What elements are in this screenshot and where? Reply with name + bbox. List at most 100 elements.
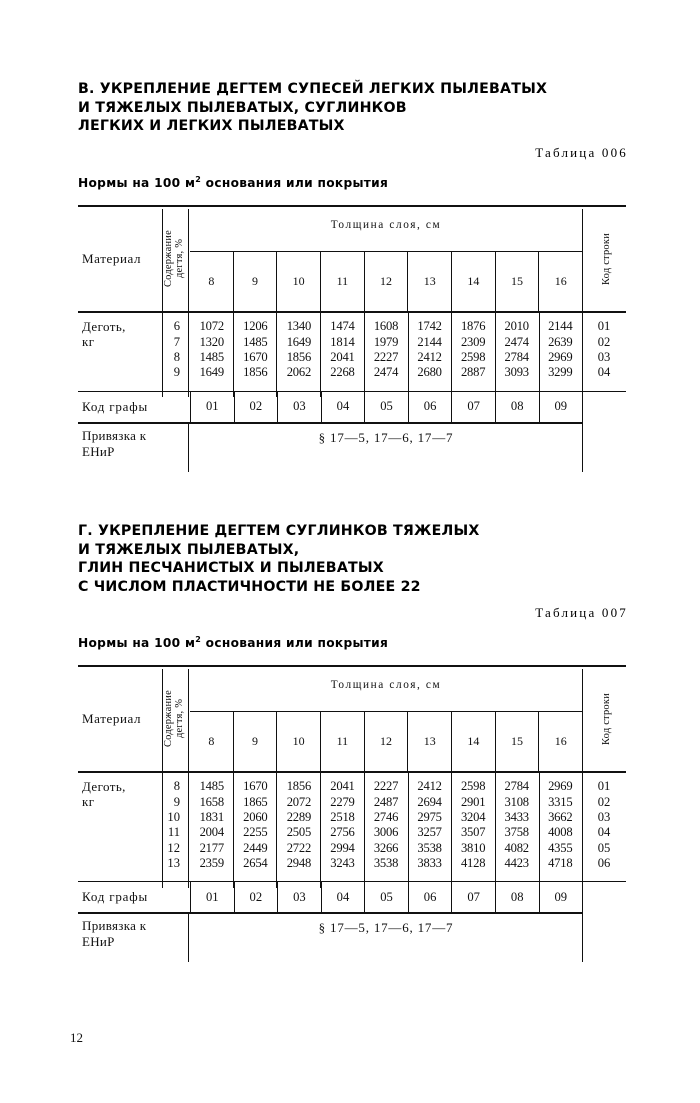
cell-value: 2474	[373, 365, 399, 380]
column-code: 06	[407, 882, 452, 913]
table-row: кг 7 1320 1485 1649 1814 1979 2144 2309 …	[78, 334, 626, 349]
header-thickness-title: Толщина слоя, см	[330, 219, 442, 231]
enir-link-label: Привязка к ЕНиР	[82, 427, 147, 459]
cell-values: 1658 1865 2072 2279 2487 2694 2901 3108 …	[190, 795, 582, 810]
table-body-bottom-rule	[78, 881, 626, 883]
header-tick: 10	[276, 712, 320, 771]
header-tick: 14	[451, 712, 495, 771]
cell-value: 2177	[199, 840, 225, 855]
cell-value: 3433	[504, 809, 530, 824]
cell-rowcode: 04	[597, 365, 611, 380]
cell-value: 2004	[199, 825, 225, 840]
table-top-rule	[78, 205, 626, 207]
cell-value: 2784	[504, 779, 530, 794]
header-vline-1	[162, 209, 163, 311]
header-tick: 8	[208, 734, 215, 748]
cell-value: 1876	[460, 319, 486, 334]
section-heading-v: В. УКРЕПЛЕНИЕ ДЕГТЕМ СУПЕСЕЙ ЛЕГКИХ ПЫЛЕ…	[78, 81, 548, 134]
cell-value: 2722	[286, 840, 312, 855]
enir-link-row: Привязка к ЕНиР § 17—5, 17—6, 17—7	[78, 421, 626, 474]
cell-value: 2474	[504, 334, 530, 349]
cell-rowcode: 03	[597, 349, 611, 364]
cell-material: Деготь,	[82, 318, 126, 334]
norms-text-b: основания или покрытия	[201, 636, 389, 651]
cell-value: 1485	[243, 334, 268, 349]
cell-values: 2004 2255 2505 2756 3006 3257 3507 3758 …	[190, 825, 582, 840]
enir-vline-right	[582, 912, 583, 963]
column-code: 08	[494, 882, 539, 913]
enir-vline-left	[188, 912, 189, 963]
header-content-percent: Содержание дегтя, %	[163, 690, 185, 748]
header-tick: 8	[208, 274, 215, 288]
column-code-cells: 01 02 03 04 05 06 07 08 09	[190, 391, 582, 422]
column-code: 01	[190, 391, 234, 422]
cell-value: 2654	[243, 856, 268, 871]
column-code: 08	[494, 391, 539, 422]
column-code: 03	[277, 391, 321, 422]
cell-value: 2072	[286, 794, 312, 809]
cell-value: 3538	[373, 856, 399, 871]
page-number: 12	[70, 1030, 83, 1045]
header-vline-2	[188, 209, 189, 311]
norms-line-2: Нормы на 100 м2 основания или покрытия	[78, 635, 388, 650]
coderow-bottom-rule	[78, 421, 582, 424]
cell-value: 3257	[417, 825, 442, 840]
header-thickness-group: Толщина слоя, см 8 9 10 11 12 13 14 15 1…	[190, 207, 582, 311]
cell-value: 3093	[504, 365, 530, 380]
header-material: Материал	[82, 251, 142, 266]
cell-value: 2969	[548, 349, 573, 364]
header-tick: 12	[363, 252, 408, 311]
header-tick: 14	[451, 252, 495, 311]
cell-value: 2041	[330, 349, 355, 364]
cell-values: 2359 2654 2948 3243 3538 3833 4128 4423 …	[190, 856, 582, 871]
cell-value: 2255	[243, 825, 268, 840]
cell-rowcode: 02	[597, 334, 611, 349]
cell-content: 13	[167, 856, 180, 871]
cell-value: 2449	[243, 840, 268, 855]
header-tick: 15	[494, 252, 539, 311]
cell-value: 2309	[460, 334, 486, 349]
header-thickness-title: Толщина слоя, см	[330, 679, 442, 691]
cell-value: 1979	[373, 334, 399, 349]
cell-rowcode: 01	[597, 779, 611, 794]
cell-value: 2359	[199, 856, 225, 871]
cell-value: 1608	[373, 319, 399, 334]
cell-value: 2680	[417, 365, 442, 380]
cell-value: 2227	[373, 349, 399, 364]
cell-rowcode: 01	[597, 319, 611, 334]
cell-value: 2062	[286, 365, 312, 380]
cell-value: 2639	[548, 334, 573, 349]
column-code: 02	[233, 882, 278, 913]
table-row: Деготь, 8 1485 1670 1856 2041 2227 2412 …	[78, 779, 626, 794]
header-tick: 13	[407, 712, 451, 771]
cell-material: Деготь,	[82, 778, 126, 794]
cell-value: 1485	[199, 779, 225, 794]
cell-value: 3243	[330, 856, 355, 871]
cell-value: 1072	[199, 319, 225, 334]
cell-value: 3662	[548, 809, 573, 824]
cell-value: 3204	[460, 809, 486, 824]
cell-value: 3299	[548, 365, 573, 380]
enir-link-row: Привязка к ЕНиР § 17—5, 17—6, 17—7	[78, 912, 626, 964]
norms-text-b: основания или покрытия	[201, 176, 389, 191]
cell-value: 2412	[417, 779, 442, 794]
cell-value: 2505	[286, 825, 312, 840]
cell-values: 1072 1206 1340 1474 1608 1742 1876 2010 …	[190, 319, 582, 334]
header-material: Материал	[82, 711, 142, 726]
norms-superscript-a: 2	[195, 635, 202, 644]
table-caption-006: Таблица 006	[535, 145, 628, 160]
cell-value: 3006	[373, 825, 399, 840]
cell-value: 3266	[373, 840, 399, 855]
cell-value: 1742	[417, 319, 442, 334]
cell-rowcode: 03	[597, 809, 611, 824]
cell-value: 1670	[243, 349, 268, 364]
cell-value: 1649	[199, 365, 225, 380]
header-content-percent: Содержание дегтя, %	[163, 230, 185, 288]
header-tick: 9	[232, 252, 277, 311]
header-tick: 12	[363, 712, 408, 771]
cell-content: 11	[167, 825, 180, 840]
table-row: 8 1485 1670 1856 2041 2227 2412 2598 278…	[78, 350, 626, 365]
cell-value: 1831	[199, 809, 225, 824]
cell-value: 4718	[548, 856, 573, 871]
